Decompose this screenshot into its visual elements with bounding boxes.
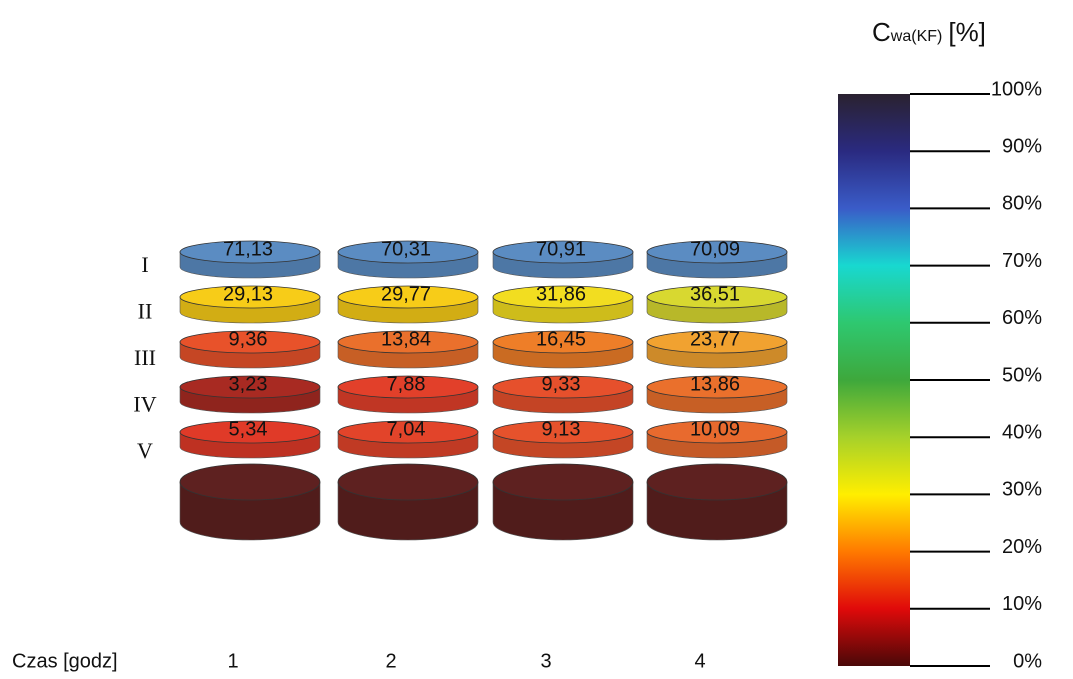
value-label: 71,13: [223, 238, 273, 260]
value-label: 7,88: [387, 373, 426, 395]
value-label: 9,36: [229, 328, 268, 350]
colorbar-tick-label: 10%: [1002, 593, 1042, 615]
colorbar-title: Cwa(KF) [%]: [872, 17, 986, 47]
colorbar-tick-label: 70%: [1002, 250, 1042, 272]
colorbar-title-main: C: [872, 17, 891, 47]
value-label: 10,09: [690, 418, 740, 440]
colorbar-tick-label: 80%: [1002, 193, 1042, 215]
colorbar-tick-label: 100%: [991, 78, 1042, 100]
value-label: 23,77: [690, 328, 740, 350]
value-label: 36,51: [690, 283, 740, 305]
value-label: 9,13: [542, 418, 581, 440]
x-tick-label: 4: [694, 650, 705, 672]
colorbar-tick-label: 30%: [1002, 479, 1042, 501]
value-label: 13,86: [690, 373, 740, 395]
value-label: 9,33: [542, 373, 581, 395]
colorbar-subscript: wa(KF): [890, 28, 943, 45]
colorbar-tick-label: 50%: [1002, 364, 1042, 386]
chart: Czas [godz] Cwa(KF) [%] I 71,13 70,31 70,91 7…: [0, 0, 1073, 679]
value-label: 70,91: [536, 238, 586, 260]
x-tick-label: 2: [385, 650, 396, 672]
base-disk: [647, 464, 787, 540]
colorbar-tick-label: 0%: [1013, 650, 1042, 672]
x-axis-label: Czas [godz]: [12, 650, 118, 672]
colorbar-tick-label: 90%: [1002, 135, 1042, 157]
base-disk-top: [338, 464, 478, 500]
base-disk: [493, 464, 633, 540]
colorbar-tick-label: 60%: [1002, 307, 1042, 329]
value-label: 70,09: [690, 238, 740, 260]
base-disk-top: [493, 464, 633, 500]
row-label: I: [141, 252, 148, 277]
value-label: 5,34: [229, 418, 268, 440]
x-tick-label: 1: [227, 650, 238, 672]
x-tick-label: 3: [540, 650, 551, 672]
colorbar-unit: [%]: [948, 17, 986, 47]
row-label: V: [137, 438, 153, 463]
value-label: 13,84: [381, 328, 431, 350]
colorbar-tick-label: 40%: [1002, 421, 1042, 443]
value-label: 29,13: [223, 283, 273, 305]
value-label: 3,23: [229, 373, 268, 395]
value-label: 16,45: [536, 328, 586, 350]
base-disk-top: [180, 464, 320, 500]
row-label: II: [138, 299, 153, 324]
value-label: 31,86: [536, 283, 586, 305]
row-label: III: [134, 345, 156, 370]
base-disk-top: [647, 464, 787, 500]
value-label: 70,31: [381, 238, 431, 260]
value-label: 29,77: [381, 283, 431, 305]
base-disk: [338, 464, 478, 540]
value-label: 7,04: [387, 418, 426, 440]
colorbar-tick-label: 20%: [1002, 536, 1042, 558]
base-disk: [180, 464, 320, 540]
row-label: IV: [133, 392, 156, 417]
colorbar: [838, 94, 910, 666]
